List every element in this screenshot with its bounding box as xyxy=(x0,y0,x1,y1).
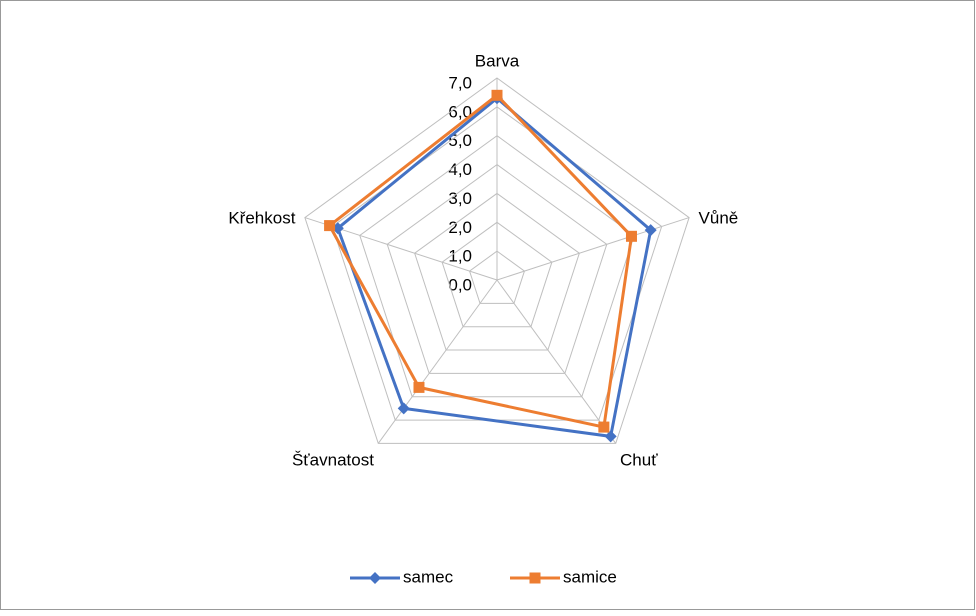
category-label: Chuť xyxy=(620,450,658,469)
grid-ring xyxy=(441,221,553,328)
category-label: Vůně xyxy=(699,209,739,228)
data-point xyxy=(644,224,657,237)
r-tick-label: 2,0 xyxy=(448,218,472,237)
category-label: Šťavnatost xyxy=(292,450,374,469)
legend-label: samec xyxy=(403,567,454,586)
category-label: Barva xyxy=(475,51,520,70)
data-point xyxy=(598,421,610,433)
spoke xyxy=(377,279,498,444)
data-point xyxy=(625,230,637,242)
legend-marker xyxy=(369,572,381,584)
data-point xyxy=(413,381,425,393)
r-tick-label: 5,0 xyxy=(448,131,472,150)
r-tick-label: 1,0 xyxy=(448,247,472,266)
category-label: Křehkost xyxy=(228,209,295,228)
legend-marker xyxy=(529,572,541,584)
series-line xyxy=(336,96,653,439)
grid-ring xyxy=(468,250,526,304)
r-tick-label: 4,0 xyxy=(448,160,472,179)
spoke xyxy=(496,279,617,444)
r-tick-label: 7,0 xyxy=(448,73,472,92)
legend-label: samice xyxy=(563,567,617,586)
series-line xyxy=(327,93,634,429)
data-point xyxy=(491,89,503,101)
spoke xyxy=(496,217,690,281)
grid-ring xyxy=(304,77,690,444)
grid-ring xyxy=(386,163,608,374)
r-tick-label: 3,0 xyxy=(448,189,472,208)
grid-ring xyxy=(414,192,580,351)
data-point xyxy=(324,220,336,232)
data-point xyxy=(397,402,410,415)
grid-ring xyxy=(359,135,635,398)
r-tick-label: 6,0 xyxy=(448,102,472,121)
data-point xyxy=(604,430,617,443)
r-tick-label: 0,0 xyxy=(448,275,472,294)
